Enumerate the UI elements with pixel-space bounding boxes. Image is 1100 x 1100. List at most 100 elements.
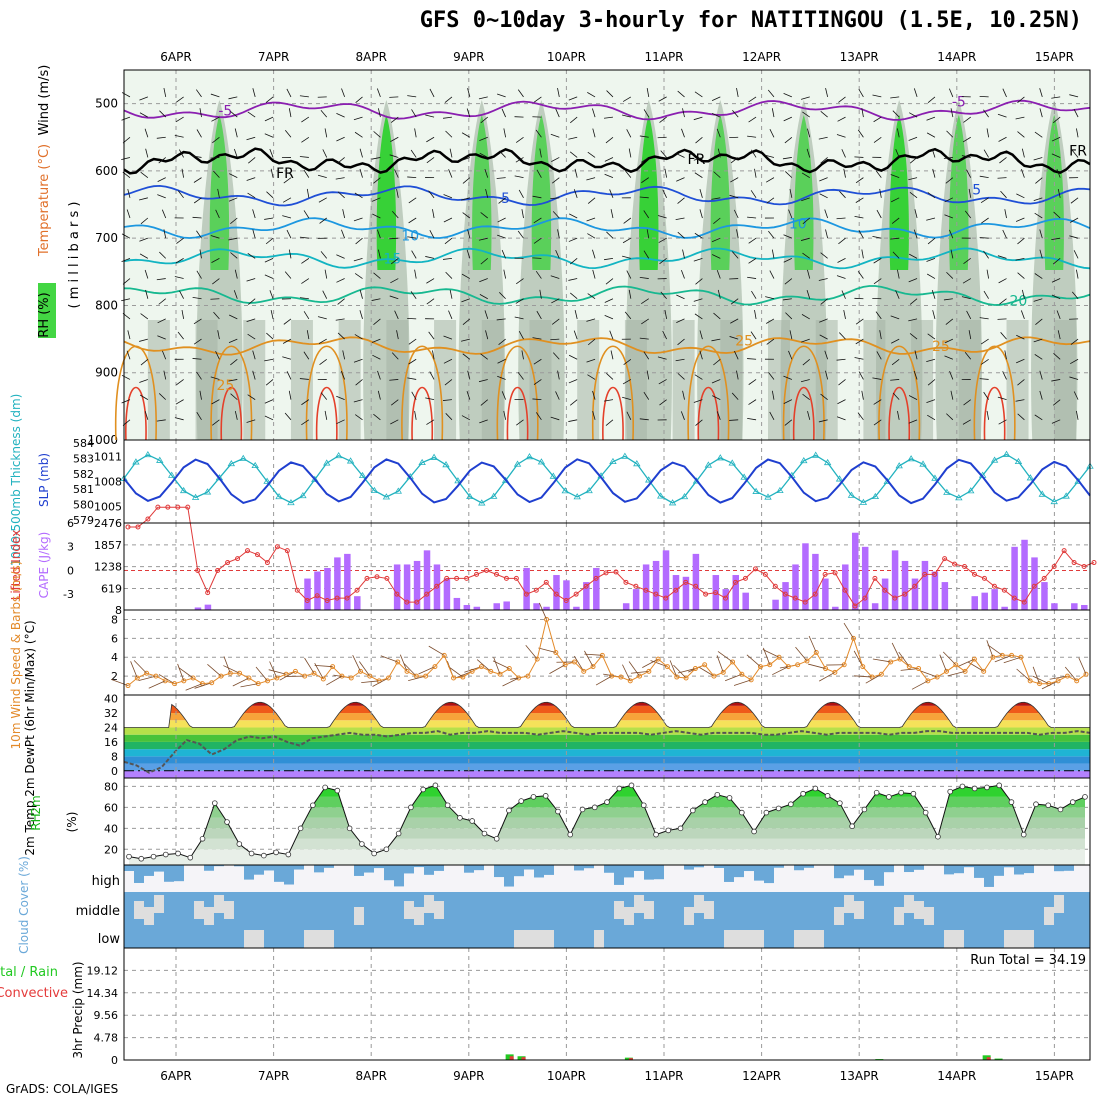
isotherm-25-loop [782,345,825,441]
wind-barb [140,358,149,366]
wind-barb [711,254,721,259]
thickness-marker [513,460,522,467]
wind-barb [962,136,971,143]
cloud-high-block [294,865,304,870]
wind-barb [695,419,703,426]
wind-barb-10m [326,675,343,686]
wind-barb [997,255,1007,259]
wind-barb [121,374,131,380]
temp-band [124,734,1090,742]
isotherm-10 [123,217,1091,239]
wind-barb [264,415,274,421]
wind-barb [353,116,363,121]
wind-barb-10m [428,645,445,656]
wind-barb [341,88,346,98]
wind-barb [299,236,309,239]
wind-barb [498,197,506,204]
wind-barb [550,416,560,421]
wind-barb [1053,352,1061,360]
rh2m-marker [432,782,439,789]
li-marker [533,587,539,593]
wind-barb [535,412,542,421]
wind-barb [892,392,900,400]
wind-barb [891,338,900,344]
wind-barb [657,215,667,219]
li-marker [862,595,868,601]
wind-barb [825,88,829,98]
rh2m-marker [383,846,390,853]
wind-barb [264,116,274,122]
wind-marker [730,659,736,665]
wind-barb [411,109,417,118]
rh2m-marker [444,802,451,809]
cape-bar [523,567,530,610]
wind-barb [587,338,596,346]
wind-barb [407,176,417,179]
wind-barb [1017,96,1025,103]
wind-barb [121,157,131,160]
wind-barb-10m [177,663,185,681]
wind-barb-10m [717,651,733,663]
wind-marker [692,666,698,672]
wind-barb [838,237,846,245]
wind-barb [1051,237,1061,241]
rh-tick-label: 60 [104,801,118,814]
wind-barb [353,358,363,363]
wind-barb [676,153,685,158]
rh2m-marker [861,806,868,813]
wind-barb [818,278,828,281]
wind-barb [210,298,220,300]
x-tick-label-top: 6APR [160,50,191,64]
li-marker [274,544,280,550]
wind-barb [318,197,327,203]
wind-barb [819,177,828,182]
precip-tick-label: 4.78 [94,1032,119,1045]
wind-barb [514,175,524,179]
wind10m-axis-label: 10m Wind Speed & Barbs (m/s) [9,561,23,750]
wind-barb [282,338,292,344]
wind-barb [355,379,363,386]
wind-barb [591,108,596,118]
x-tick-label-top: 9APR [453,50,484,64]
wind-barb [228,379,238,382]
thickness-tick-label: 582 [73,468,94,481]
wind-barb [228,197,238,202]
wind-barb [234,128,238,138]
wind-barb [802,393,810,400]
wind-barb [895,290,900,299]
wind-barb [378,108,381,118]
wind-barb [694,313,703,320]
wind-barb [359,310,363,320]
wind-barb [806,128,811,138]
rh-bands [129,785,1085,865]
wind-barb [568,354,578,360]
wind-barb [247,333,256,340]
wind-barb [660,291,667,299]
wind-barb [909,112,918,118]
wind-marker [850,635,856,641]
li-marker [852,603,858,609]
wind-barb [139,379,148,383]
wind-barb [444,237,453,245]
wind-barb [800,237,810,241]
isotherm-30-loop [315,387,338,441]
wind-barb [283,318,292,325]
wind-barb [983,149,989,158]
wind-barb [532,195,542,199]
li-marker [782,591,788,597]
thickness-marker [752,487,760,494]
wind-barb [228,338,238,344]
cloud-high-block [494,865,504,878]
rh-shade-lowlevel [434,320,457,440]
precip-tick-label: 19.12 [87,964,119,977]
wind-barb [908,419,918,424]
cloud-layer-high: high [92,874,120,889]
wind-barb [175,116,184,123]
wind-barb [1051,153,1061,158]
wind-barb [836,275,846,279]
cloud-high-block [1054,865,1064,872]
cloud-high-block [754,865,764,881]
wind-barb [408,358,417,365]
wind-barb [603,116,614,119]
thickness-marker [454,477,462,484]
